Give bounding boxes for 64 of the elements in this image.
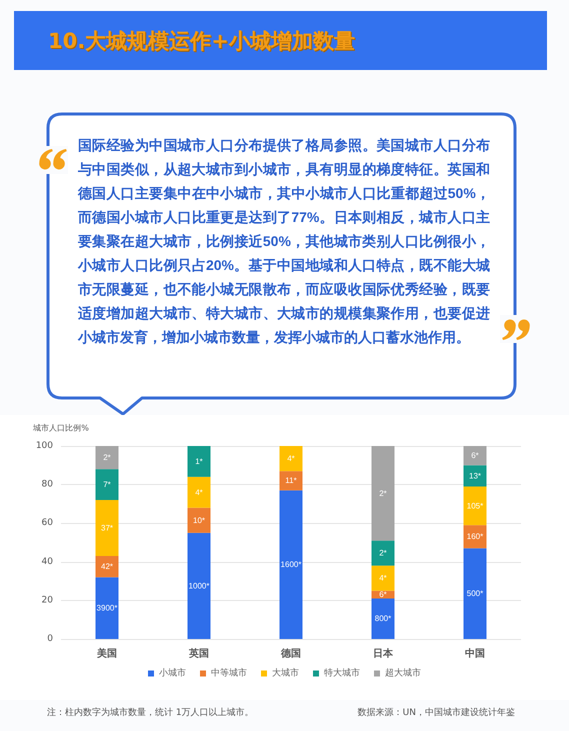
annotation: 3900* (96, 604, 118, 613)
bar (96, 446, 118, 470)
legend-label: 小城市 (159, 668, 186, 678)
x-tick-label: 德国 (280, 648, 301, 660)
annotation: 1600* (280, 560, 302, 570)
x-tick-label: 美国 (96, 648, 117, 660)
bar (188, 446, 210, 477)
bar (372, 566, 394, 591)
annotation: 1000* (188, 581, 210, 590)
y-tick-label: 100 (36, 441, 54, 451)
annotation: 2* (379, 488, 387, 498)
x-tick-label: 中国 (465, 648, 485, 660)
bar (96, 469, 118, 500)
bar (464, 548, 486, 639)
chart-title: 10.大城规模运作+小城增加数量 (48, 28, 355, 55)
bar (188, 476, 210, 508)
y-tick-label: 20 (42, 595, 54, 606)
annotation: 4* (287, 454, 295, 464)
bar (96, 556, 118, 578)
annotation: 2* (103, 453, 111, 462)
y-tick-label: 40 (42, 556, 54, 567)
y-tick-label: 0 (47, 634, 54, 644)
annotation: 6* (379, 590, 387, 600)
annotation: 4* (195, 488, 203, 497)
text: 注：柱内数字为城市数量，统计 1万人口以上城市。 (47, 706, 254, 720)
annotation: 42* (100, 562, 114, 572)
bar (372, 598, 394, 639)
text: 国际经验为中国城市人口分布提供了格局参照。美国城市人口分布与中国类似，从超大城市到小城市，具有明显的梯度特征。英国和德国人口主要集中在中小城市，其中小城市人口比重都超过50%，而德国小城市人口比重更是达到了77%。日本则相反，城市人口主要集聚在超大城市，比例接近50%，其他城市类别人口比例很小，小城市人口比例只占20%。基于中国地域和人口特点，既不能大城市无限蔓延，也不能小城无限散布，而应吸收国际优秀经验，既要适度增加超大城市、特大城市、大城市的规模集聚作用，也要促进小城市发育，增加小城市数量，发挥小城市的人口蓄水池作用。 (78, 137, 490, 345)
legend-label: 大城市 (272, 668, 299, 678)
annotation: 6* (471, 451, 479, 460)
annotation: 11* (285, 476, 297, 486)
annotation: 2* (379, 548, 387, 558)
source-note: 数据来源：UN，中国城市建设统计年鉴 (358, 706, 515, 720)
bar (464, 446, 486, 466)
y-axis-title: 城市人口比例% (32, 424, 90, 432)
annotation: 105* (466, 501, 484, 510)
x-tick-label: 日本 (373, 648, 394, 660)
annotation: 800* (374, 614, 392, 624)
legend-label: 超大城市 (385, 668, 421, 678)
annotation: 1* (195, 456, 203, 466)
bar (96, 500, 118, 556)
bar (464, 525, 486, 548)
annotation: 37* (100, 524, 114, 533)
bar (280, 490, 302, 639)
y-tick-label: 80 (42, 480, 54, 490)
annotation: 4* (379, 574, 387, 583)
legend-label: 特大城市 (324, 668, 360, 678)
legend-label: 中等城市 (211, 668, 247, 678)
bar (464, 486, 486, 526)
bar (188, 508, 210, 533)
bar (372, 540, 394, 566)
x-tick-label: 英国 (188, 648, 209, 660)
bar (188, 532, 210, 639)
y-tick-label: 60 (42, 518, 54, 528)
bar (280, 446, 302, 472)
bar (372, 446, 394, 541)
annotation: 500* (466, 589, 484, 598)
annotation: 10* (192, 516, 206, 525)
bar (464, 465, 486, 487)
annotation: 160* (466, 532, 484, 542)
bar (280, 471, 302, 490)
bar (96, 577, 118, 639)
annotation: 7* (103, 480, 111, 490)
annotation: 13* (468, 471, 482, 480)
